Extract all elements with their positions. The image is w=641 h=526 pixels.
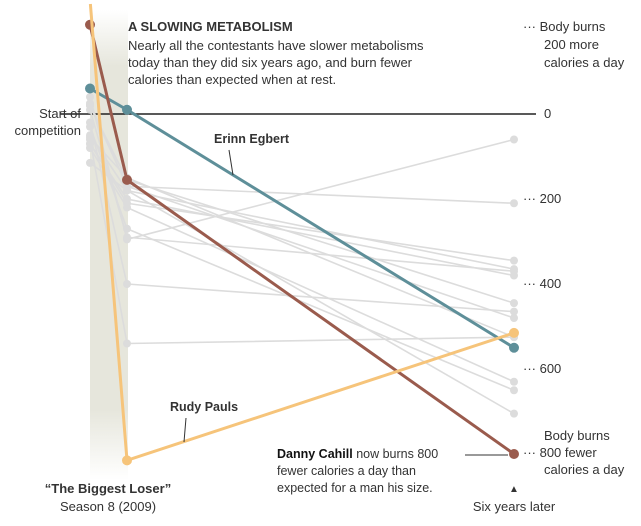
gray-series-line-8 — [89, 139, 515, 345]
gray-point-0-2 — [510, 299, 518, 308]
gray-point-3-2 — [510, 377, 518, 386]
gray-point-4-2 — [510, 409, 518, 418]
gray-point-13-0 — [86, 139, 94, 148]
erinn-leader — [228, 149, 234, 176]
gray-point-10-2 — [510, 199, 518, 208]
gray-series-line-13 — [89, 143, 515, 262]
erinn-label: Erinn Egbert — [214, 132, 290, 146]
subtitle-line-1: Nearly all the contestants have slower m… — [128, 38, 424, 53]
chart-title: A SLOWING METABOLISM — [128, 19, 293, 34]
gray-point-12-0 — [86, 118, 94, 127]
y-tick-400: ··· 400 — [523, 276, 561, 291]
danny-line-3: expected for a man his size. — [277, 481, 433, 495]
highlight-series-group — [85, 3, 519, 466]
rudy-leader — [183, 417, 187, 443]
danny-cahill-point-2 — [509, 449, 519, 459]
danny-name: Danny Cahill — [277, 447, 353, 461]
gray-point-9-2 — [510, 135, 518, 144]
gray-point-12-2 — [510, 307, 518, 316]
top-note-2: 200 more — [544, 37, 599, 52]
top-note-3: calories a day — [544, 55, 625, 70]
gray-point-7-2 — [510, 386, 518, 395]
later-label: Six years later — [473, 499, 556, 514]
gray-point-1-2 — [510, 314, 518, 322]
gray-point-11-1 — [123, 233, 131, 242]
gray-series-group — [86, 93, 518, 418]
danny-line-2: fewer calories a day than — [277, 464, 416, 478]
gray-point-8-1 — [123, 339, 131, 348]
erinn-egbert-point-0 — [85, 83, 95, 94]
danny-rest: now burns 800 — [353, 447, 439, 461]
gray-point-13-2 — [510, 256, 518, 265]
y-tick-600: ··· 600 — [523, 361, 561, 376]
y-tick-0: 0 — [544, 106, 551, 121]
y-tick-200: ··· 200 — [523, 191, 561, 206]
erinn-egbert-point-1 — [122, 104, 132, 115]
top-note-1: ··· Body burns — [523, 19, 606, 34]
finale-label-1: “The Biggest Loser” — [45, 481, 171, 496]
gray-series-line-7 — [89, 126, 515, 391]
bottom-note-2: ··· 800 fewer — [523, 445, 597, 460]
erinn-egbert-line — [89, 87, 515, 350]
rudy-pauls-point-1 — [122, 455, 132, 466]
bottom-note-1: Body burns — [544, 428, 610, 443]
gray-series-line-11 — [89, 109, 515, 273]
rudy-pauls-point-2 — [509, 327, 519, 338]
gray-point-13-1 — [123, 199, 131, 208]
rudy-label: Rudy Pauls — [170, 400, 238, 414]
gray-point-11-2 — [510, 267, 518, 276]
gray-point-9-0 — [86, 93, 94, 101]
start-label-2: competition — [15, 123, 81, 138]
danny-cahill-point-1 — [122, 174, 132, 185]
finale-label-2: Season 8 (2009) — [60, 499, 156, 514]
subtitle-line-3: calories than expected when at rest. — [128, 72, 336, 87]
later-arrow: ▲ — [509, 484, 519, 495]
gray-point-10-0 — [86, 99, 94, 108]
start-label-1: Start of — [39, 106, 81, 121]
gray-point-4-0 — [86, 158, 94, 167]
gray-point-12-1 — [123, 280, 131, 288]
subtitle-line-2: today than they did six years ago, and b… — [128, 55, 413, 70]
erinn-egbert-point-2 — [509, 342, 519, 353]
bottom-note-3: calories a day — [544, 462, 625, 477]
gray-point-11-0 — [86, 105, 94, 114]
danny-line-1: Danny Cahill now burns 800 — [277, 447, 438, 461]
